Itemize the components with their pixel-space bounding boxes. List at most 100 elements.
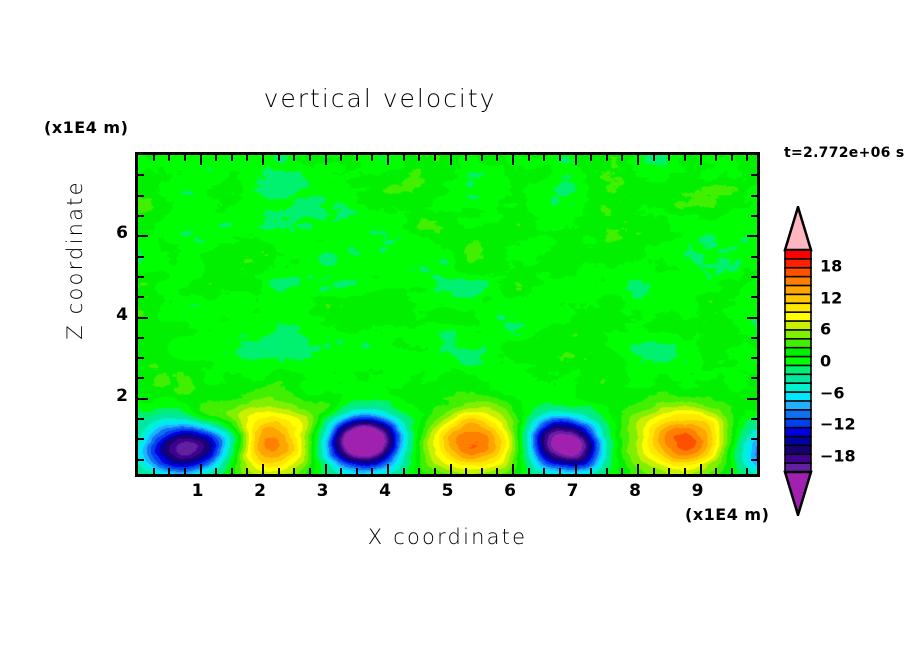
- x-minor-tick: [371, 468, 374, 474]
- y-major-tick-right: [747, 235, 757, 238]
- x-minor-tick-top: [683, 155, 686, 161]
- x-minor-tick: [308, 468, 311, 474]
- y-major-tick: [138, 235, 148, 238]
- x-minor-tick: [277, 468, 280, 474]
- y-minor-tick: [138, 214, 144, 217]
- y-major-tick-right: [747, 316, 757, 319]
- y-major-tick-right: [747, 397, 757, 400]
- colorbar-band: [784, 435, 812, 447]
- x-minor-tick-top: [746, 155, 749, 161]
- y-minor-tick-right: [751, 377, 757, 380]
- page-title: vertical velocity: [263, 84, 497, 113]
- x-minor-tick-top: [340, 155, 343, 161]
- x-axis-title: X coordinate: [367, 525, 528, 549]
- x-tick-label: 9: [691, 481, 704, 501]
- x-minor-tick: [683, 468, 686, 474]
- y-minor-tick: [138, 194, 144, 197]
- colorbar-band: [784, 293, 812, 305]
- colorbar-tick-label: 6: [820, 319, 832, 339]
- colorbar-band: [784, 249, 812, 261]
- x-tick-label: 2: [254, 481, 266, 501]
- x-minor-tick-top: [668, 155, 671, 161]
- y-minor-tick: [138, 296, 144, 299]
- y-minor-tick-right: [751, 418, 757, 421]
- x-minor-tick: [246, 468, 249, 474]
- x-major-tick: [324, 464, 327, 474]
- colorbar-band: [784, 444, 812, 456]
- x-minor-tick: [668, 468, 671, 474]
- x-minor-tick-top: [308, 155, 311, 161]
- x-minor-tick-top: [496, 155, 499, 161]
- y-minor-tick: [138, 336, 144, 339]
- x-major-tick-top: [574, 155, 577, 165]
- y-minor-tick: [138, 275, 144, 278]
- x-minor-tick: [527, 468, 530, 474]
- x-major-tick-top: [512, 155, 514, 165]
- x-minor-tick-top: [465, 155, 468, 161]
- x-minor-tick: [730, 468, 733, 474]
- x-major-tick-top: [324, 155, 327, 165]
- scalar-field-heatmap: [138, 155, 757, 474]
- y-minor-tick-right: [751, 296, 757, 299]
- x-minor-tick: [621, 468, 624, 474]
- colorbar: [783, 206, 813, 516]
- colorbar-band: [784, 417, 812, 429]
- colorbar-band: [784, 320, 812, 332]
- colorbar-band: [784, 311, 812, 323]
- colorbar-band: [784, 284, 812, 296]
- x-tick-label: 6: [504, 481, 516, 501]
- x-minor-tick: [433, 468, 436, 474]
- x-minor-tick-top: [355, 155, 358, 161]
- x-tick-label: 1: [191, 481, 204, 501]
- y-minor-tick: [138, 458, 144, 461]
- colorbar-over-range-cap: [783, 206, 813, 252]
- x-major-tick: [387, 464, 389, 474]
- x-major-tick: [574, 464, 577, 474]
- x-minor-tick: [168, 468, 171, 474]
- x-minor-tick: [480, 468, 483, 474]
- x-major-tick-top: [199, 155, 202, 165]
- y-tick-label: 2: [116, 385, 128, 406]
- colorbar-band: [784, 453, 812, 465]
- y-minor-tick-right: [751, 458, 757, 461]
- x-axis-unit-label: (x1E4 m): [685, 505, 770, 524]
- colorbar-band: [784, 373, 812, 385]
- x-major-tick-top: [387, 155, 389, 165]
- y-axis-title: Z coordinate: [63, 180, 87, 340]
- colorbar-band: [784, 355, 812, 367]
- x-major-tick-top: [262, 155, 264, 165]
- x-minor-tick: [418, 468, 421, 474]
- y-minor-tick: [138, 438, 144, 441]
- y-minor-tick: [138, 255, 144, 258]
- x-minor-tick: [543, 468, 546, 474]
- y-major-tick: [138, 397, 148, 400]
- x-minor-tick-top: [152, 155, 155, 161]
- x-tick-label: 8: [629, 481, 641, 501]
- x-minor-tick-top: [558, 155, 561, 161]
- colorbar-tick-label: 0: [820, 351, 832, 371]
- colorbar-band: [784, 302, 812, 314]
- x-minor-tick-top: [433, 155, 436, 161]
- y-minor-tick-right: [751, 438, 757, 441]
- colorbar-tick-label: 12: [820, 288, 843, 308]
- colorbar-band: [784, 346, 812, 358]
- x-tick-label: 3: [316, 481, 329, 501]
- x-minor-tick: [293, 468, 296, 474]
- colorbar-tick-label: −6: [820, 383, 845, 403]
- x-tick-label: 7: [566, 481, 579, 501]
- x-minor-tick-top: [715, 155, 718, 161]
- x-minor-tick-top: [590, 155, 593, 161]
- x-minor-tick-top: [293, 155, 296, 161]
- plot-area: [135, 152, 760, 477]
- x-major-tick: [262, 464, 264, 474]
- x-minor-tick-top: [168, 155, 171, 161]
- x-minor-tick-top: [418, 155, 421, 161]
- y-minor-tick: [138, 357, 144, 360]
- y-minor-tick-right: [751, 214, 757, 217]
- y-minor-tick-right: [751, 255, 757, 258]
- x-minor-tick-top: [652, 155, 655, 161]
- x-major-tick: [199, 464, 202, 474]
- z-axis-unit-label: (x1E4 m): [44, 118, 129, 137]
- x-tick-label: 5: [441, 481, 454, 501]
- x-minor-tick-top: [215, 155, 218, 161]
